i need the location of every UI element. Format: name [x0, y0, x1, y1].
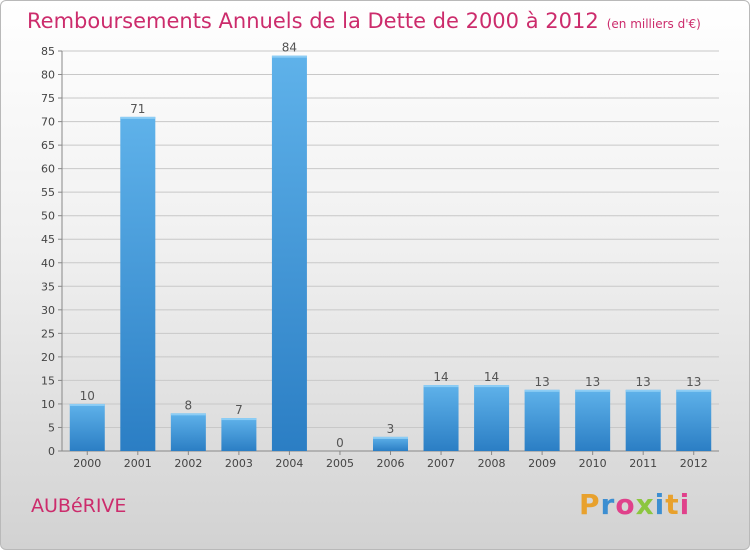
logo-letter: i	[679, 488, 691, 521]
bars	[69, 55, 712, 452]
data-label-2008: 14	[484, 370, 499, 384]
bar-2004	[271, 55, 307, 452]
x-tick-label-2008: 2008	[478, 457, 506, 470]
bar-highlight	[474, 385, 510, 388]
y-tick-label: 60	[41, 163, 55, 176]
bar-highlight	[221, 418, 257, 421]
y-tick-label: 5	[48, 421, 55, 434]
x-tick-label-2005: 2005	[326, 457, 354, 470]
commune-name: AUBéRIVE	[31, 495, 127, 517]
y-tick-label: 30	[41, 304, 55, 317]
bar-2003	[221, 418, 257, 451]
bar-highlight	[524, 389, 560, 392]
logo-letter: r	[600, 488, 616, 521]
bar-highlight	[575, 389, 611, 392]
bar-highlight	[170, 413, 206, 416]
data-label-2007: 14	[433, 370, 448, 384]
data-label-2005: 0	[336, 436, 344, 450]
data-label-2009: 13	[534, 375, 549, 389]
y-tick-label: 40	[41, 257, 55, 270]
chart-title-text: Remboursements Annuels de la Dette de 20…	[27, 9, 599, 33]
x-tick-label-2003: 2003	[225, 457, 253, 470]
chart-subtitle: (en milliers d'€)	[606, 17, 701, 31]
y-tick-label: 65	[41, 139, 55, 152]
x-tick-label-2009: 2009	[528, 457, 556, 470]
data-label-2006: 3	[387, 422, 395, 436]
y-tick-label: 25	[41, 327, 55, 340]
chart-title: Remboursements Annuels de la Dette de 20…	[27, 9, 701, 33]
bar-highlight	[625, 389, 661, 392]
y-tick-label: 35	[41, 280, 55, 293]
bar-2002	[170, 413, 206, 451]
x-tick-label-2011: 2011	[629, 457, 657, 470]
axes	[58, 50, 719, 455]
bar-2010	[575, 389, 611, 451]
y-tick-label: 10	[41, 398, 55, 411]
data-label-2001: 71	[130, 102, 145, 116]
data-label-2002: 8	[185, 398, 193, 412]
bar-2001	[120, 116, 156, 451]
x-tick-label-2001: 2001	[124, 457, 152, 470]
logo-letter: i	[654, 488, 666, 521]
x-tick-label-2002: 2002	[174, 457, 202, 470]
data-label-2011: 13	[636, 375, 651, 389]
y-tick-label: 70	[41, 116, 55, 129]
data-label-2003: 7	[235, 403, 243, 417]
y-tick-label: 85	[41, 45, 55, 58]
logo-letter: t	[665, 488, 680, 521]
grid-lines	[62, 50, 719, 452]
y-tick-label: 75	[41, 92, 55, 105]
bar-2006	[373, 436, 408, 451]
y-tick-label: 45	[41, 233, 55, 246]
y-tick-label: 20	[41, 351, 55, 364]
y-tick-label: 80	[41, 69, 55, 82]
bar-2012	[676, 389, 712, 451]
bar-highlight	[373, 436, 408, 439]
x-tick-label-2010: 2010	[579, 457, 607, 470]
y-tick-label: 55	[41, 186, 55, 199]
logo-letter: o	[615, 488, 636, 521]
y-tick-label: 15	[41, 374, 55, 387]
y-tick-label: 0	[48, 445, 55, 458]
bar-highlight	[271, 55, 307, 58]
x-tick-label-2006: 2006	[377, 457, 405, 470]
labels: 0510152025303540455055606570758085102000…	[41, 41, 708, 470]
data-label-2000: 10	[80, 389, 95, 403]
bar-highlight	[423, 385, 459, 388]
bar-2007	[423, 385, 459, 451]
bar-highlight	[120, 116, 156, 119]
bar-highlight	[676, 389, 712, 392]
x-tick-label-2012: 2012	[680, 457, 708, 470]
proxiti-logo[interactable]: Proxiti	[579, 488, 690, 521]
data-label-2004: 84	[282, 41, 297, 55]
x-tick-label-2007: 2007	[427, 457, 455, 470]
bar-2008	[474, 385, 510, 451]
logo-letter: x	[635, 488, 655, 521]
x-tick-label-2004: 2004	[275, 457, 303, 470]
y-tick-label: 50	[41, 210, 55, 223]
logo-letter: P	[579, 488, 601, 521]
bar-highlight	[69, 403, 105, 406]
bar-2000	[69, 403, 105, 451]
bar-2009	[524, 389, 560, 451]
data-label-2010: 13	[585, 375, 600, 389]
x-tick-label-2000: 2000	[73, 457, 101, 470]
data-label-2012: 13	[686, 375, 701, 389]
bar-2011	[625, 389, 661, 451]
